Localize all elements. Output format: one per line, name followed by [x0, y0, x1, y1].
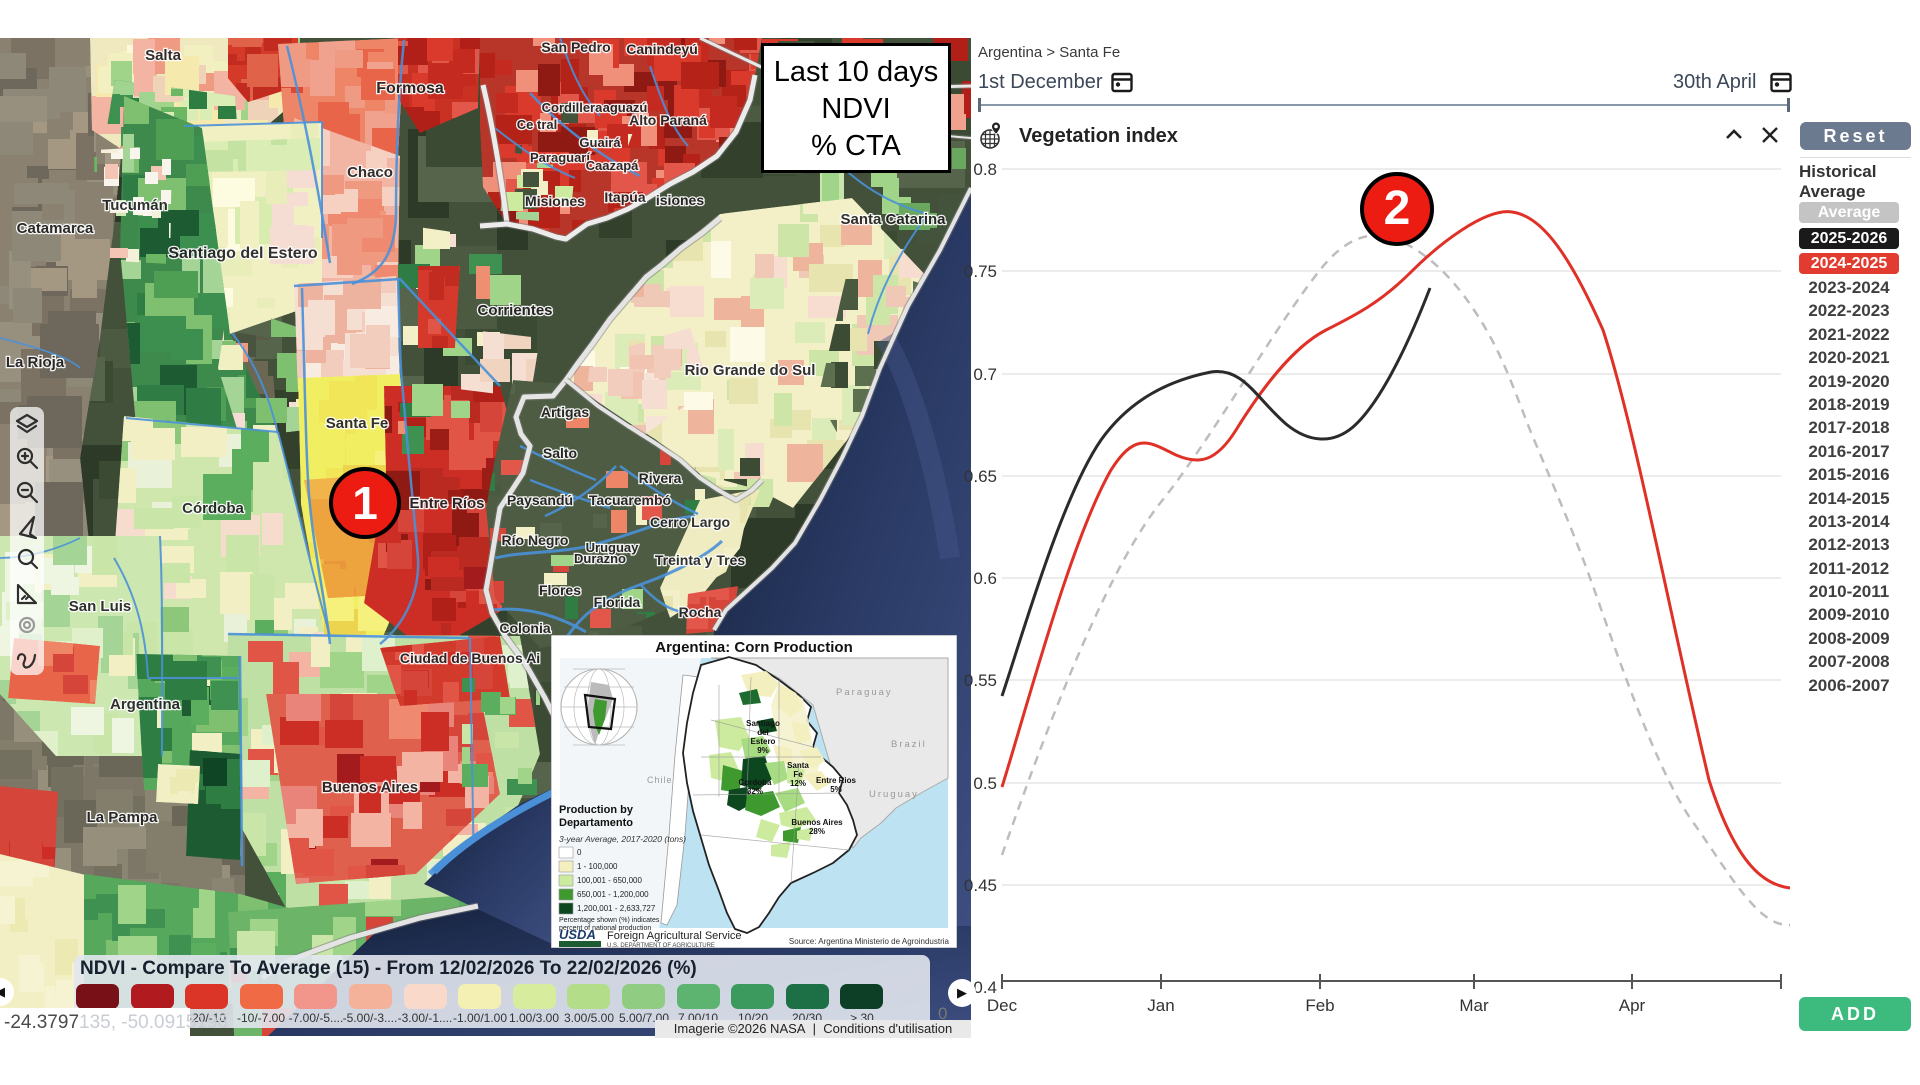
svg-text:-5.00/-3....: -5.00/-3....: [343, 1011, 398, 1025]
svg-text:0.7: 0.7: [973, 365, 997, 384]
svg-text:La Rioja: La Rioja: [6, 354, 65, 371]
svg-text:Ce tral: Ce tral: [517, 117, 557, 132]
svg-text:Córdoba: Córdoba: [182, 500, 244, 517]
svg-text:28%: 28%: [809, 827, 825, 836]
svg-text:Mar: Mar: [1459, 996, 1489, 1015]
svg-text:Paraguarí: Paraguarí: [530, 150, 590, 165]
svg-text:Santa Catarina: Santa Catarina: [840, 211, 946, 228]
svg-text:Source: Argentina Ministerio d: Source: Argentina Ministerio de Agroindu…: [789, 937, 950, 946]
svg-text:1.00/3.00: 1.00/3.00: [509, 1011, 559, 1025]
svg-text:Tacuarembó: Tacuarembó: [589, 492, 671, 508]
svg-text:del: del: [757, 728, 769, 737]
svg-text:Río Negro: Río Negro: [502, 532, 569, 548]
svg-text:Salto: Salto: [543, 445, 577, 461]
svg-text:Uruguay: Uruguay: [869, 789, 919, 800]
svg-text:Flores: Flores: [539, 582, 581, 598]
svg-text:Chaco: Chaco: [347, 164, 393, 181]
svg-text:9%: 9%: [757, 746, 769, 755]
svg-text:Argentina: Corn Production: Argentina: Corn Production: [655, 639, 853, 656]
svg-text:0.55: 0.55: [964, 671, 997, 690]
svg-text:Catamarca: Catamarca: [17, 220, 94, 237]
svg-text:650,001 - 1,200,000: 650,001 - 1,200,000: [577, 890, 649, 899]
svg-text:Misiones: Misiones: [525, 193, 585, 209]
svg-text:Entre Rios: Entre Rios: [816, 776, 857, 785]
svg-text:La Pampa: La Pampa: [87, 809, 159, 826]
svg-text:Canindeyú: Canindeyú: [626, 41, 698, 57]
svg-text:Santiago del Estero: Santiago del Estero: [168, 245, 318, 262]
svg-text:Cordillera: Cordillera: [542, 100, 603, 115]
svg-text:Itapúa: Itapúa: [604, 189, 645, 205]
svg-text:Percentage shown (%) indicates: Percentage shown (%) indicates: [559, 917, 660, 924]
svg-text:0: 0: [577, 848, 582, 857]
svg-text:Chile: Chile: [647, 775, 673, 785]
svg-text:Foreign Agricultural Service: Foreign Agricultural Service: [607, 930, 742, 942]
svg-text:-7.00/-5....: -7.00/-5....: [289, 1011, 344, 1025]
svg-text:Colonia: Colonia: [499, 620, 551, 636]
svg-text:0.75: 0.75: [964, 262, 997, 281]
svg-text:Salta: Salta: [145, 47, 182, 64]
svg-text:3-year Average, 2017-2020 (ton: 3-year Average, 2017-2020 (tons): [559, 834, 686, 844]
svg-text:100,001 - 650,000: 100,001 - 650,000: [577, 876, 642, 885]
svg-text:U.S. DEPARTMENT OF AGRICULTURE: U.S. DEPARTMENT OF AGRICULTURE: [607, 943, 715, 948]
svg-text:Cerro Largo: Cerro Largo: [650, 514, 730, 530]
svg-text:Treinta y Tres: Treinta y Tres: [655, 552, 745, 568]
svg-text:0.6: 0.6: [973, 569, 997, 588]
svg-text:Brazil: Brazil: [891, 739, 927, 750]
svg-text:Argentina: Argentina: [110, 696, 181, 713]
svg-text:Entre Ríos: Entre Ríos: [409, 495, 484, 512]
svg-text:aguazú: aguazú: [603, 100, 648, 115]
svg-text:San Luis: San Luis: [69, 598, 132, 615]
svg-text:Buenos Aires: Buenos Aires: [322, 779, 418, 796]
svg-text:Feb: Feb: [1305, 996, 1334, 1015]
svg-text:0.5: 0.5: [973, 774, 997, 793]
svg-text:Rivera: Rivera: [639, 470, 682, 486]
svg-text:percent of national production: percent of national production: [559, 925, 651, 932]
svg-text:isiones: isiones: [656, 192, 704, 208]
svg-text:San Pedro: San Pedro: [541, 39, 610, 55]
svg-text:12%: 12%: [790, 779, 806, 788]
svg-text:Paraguay: Paraguay: [836, 687, 893, 698]
svg-text:0.8: 0.8: [973, 160, 997, 179]
svg-text:-10/-7.00: -10/-7.00: [237, 1011, 285, 1025]
svg-text:Corrientes: Corrientes: [477, 302, 552, 319]
svg-text:0.4: 0.4: [973, 978, 997, 997]
svg-text:Santa Fe: Santa Fe: [326, 415, 389, 432]
svg-text:USDA: USDA: [559, 927, 596, 942]
svg-text:Formosa: Formosa: [376, 80, 444, 97]
svg-text:Santa: Santa: [787, 761, 809, 770]
svg-text:Rocha: Rocha: [679, 604, 722, 620]
svg-text:Alto Paraná: Alto Paraná: [629, 112, 707, 128]
svg-text:Artigas: Artigas: [541, 404, 589, 420]
svg-text:Ciudad de Buenos Ai: Ciudad de Buenos Ai: [400, 650, 540, 666]
svg-text:Florida: Florida: [594, 594, 641, 610]
svg-text:3.00/5.00: 3.00/5.00: [564, 1011, 614, 1025]
svg-text:Apr: Apr: [1619, 996, 1646, 1015]
svg-text:Durazno: Durazno: [574, 551, 626, 566]
svg-text:Buenos Aires: Buenos Aires: [791, 818, 843, 827]
svg-text:32%: 32%: [747, 787, 763, 796]
svg-text:Jan: Jan: [1147, 996, 1174, 1015]
svg-text:1,200,001 - 2,633,727: 1,200,001 - 2,633,727: [577, 904, 656, 913]
svg-text:Fe: Fe: [793, 770, 803, 779]
svg-text:Paysandú: Paysandú: [507, 492, 573, 508]
svg-text:Production by: Production by: [559, 804, 634, 816]
svg-text:-3.00/-1....: -3.00/-1....: [398, 1011, 453, 1025]
svg-text:Rio Grande do Sul: Rio Grande do Sul: [685, 362, 816, 379]
svg-text:0.45: 0.45: [964, 876, 997, 895]
svg-text:NDVI - Compare To Average (15): NDVI - Compare To Average (15) - From 12…: [80, 958, 697, 979]
svg-text:5%: 5%: [830, 785, 842, 794]
svg-text:Santiago: Santiago: [746, 719, 780, 728]
svg-text:Estero: Estero: [751, 737, 776, 746]
svg-text:Caazapá: Caazapá: [586, 158, 640, 173]
svg-text:-1.00/1.00: -1.00/1.00: [453, 1011, 507, 1025]
svg-text:Uruguay: Uruguay: [586, 540, 640, 555]
svg-text:Dec: Dec: [987, 996, 1018, 1015]
svg-text:0.65: 0.65: [964, 467, 997, 486]
svg-text:Guairá: Guairá: [579, 135, 621, 150]
svg-text:Departamento: Departamento: [559, 817, 633, 829]
svg-text:1 - 100,000: 1 - 100,000: [577, 862, 618, 871]
svg-text:-20/-10: -20/-10: [188, 1011, 226, 1025]
svg-text:Cordoba: Cordoba: [739, 778, 772, 787]
svg-text:Tucumán: Tucumán: [102, 197, 168, 214]
